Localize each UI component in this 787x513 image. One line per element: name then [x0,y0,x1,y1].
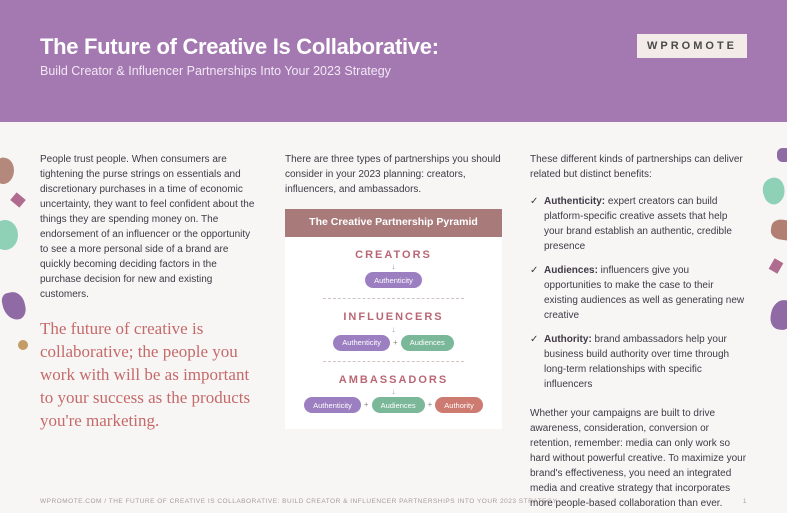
col3-outro: Whether your campaigns are built to driv… [530,406,747,511]
pill-authenticity: Authenticity [304,397,361,413]
tier-influencers: INFLUENCERS ↓ Authenticity + Audiences [285,299,502,351]
down-arrow-icon: ↓ [285,265,502,270]
benefit-term: Authenticity: [544,196,605,207]
page-title: The Future of Creative Is Collaborative: [40,34,439,60]
page-subtitle: Build Creator & Influencer Partnerships … [40,64,439,78]
pill-authority: Authority [435,397,483,413]
pill-audiences: Audiences [372,397,425,413]
plus-icon: + [393,337,398,349]
pill-authenticity: Authenticity [365,272,422,288]
benefit-term: Authority: [544,334,592,345]
down-arrow-icon: ↓ [285,390,502,395]
benefits-list: Authenticity: expert creators can build … [530,194,747,392]
pill-audiences: Audiences [401,335,454,351]
partnership-pyramid: The Creative Partnership Pyramid CREATOR… [285,209,502,429]
column-1: People trust people. When consumers are … [40,152,257,513]
benefit-authority: Authority: brand ambassadors help your b… [530,332,747,392]
benefit-audiences: Audiences: influencers give you opportun… [530,263,747,323]
title-block: The Future of Creative Is Collaborative:… [40,34,439,78]
pyramid-title: The Creative Partnership Pyramid [285,209,502,237]
plus-icon: + [364,399,369,411]
column-2: There are three types of partnerships yo… [285,152,502,513]
tier-ambassadors: AMBASSADORS ↓ Authenticity + Audiences +… [285,362,502,414]
down-arrow-icon: ↓ [285,328,502,333]
wpromote-logo: WPROMOTE [637,34,747,58]
col3-intro: These different kinds of partnerships ca… [530,152,747,182]
page-header: The Future of Creative Is Collaborative:… [0,0,787,122]
pull-quote: The future of creative is collaborative;… [40,318,257,433]
tier-pills: Authenticity + Audiences + Authority [285,397,502,413]
benefit-authenticity: Authenticity: expert creators can build … [530,194,747,254]
col2-intro: There are three types of partnerships yo… [285,152,502,197]
tier-creators: CREATORS ↓ Authenticity [285,237,502,289]
intro-paragraph: People trust people. When consumers are … [40,152,257,302]
benefit-term: Audiences: [544,265,598,276]
tier-label: INFLUENCERS [285,309,502,326]
content-row: People trust people. When consumers are … [0,122,787,513]
column-3: These different kinds of partnerships ca… [530,152,747,513]
pill-authenticity: Authenticity [333,335,390,351]
tier-pills: Authenticity + Audiences [285,335,502,351]
tier-pills: Authenticity [285,272,502,288]
tier-label: AMBASSADORS [285,372,502,389]
plus-icon: + [428,399,433,411]
tier-label: CREATORS [285,247,502,264]
